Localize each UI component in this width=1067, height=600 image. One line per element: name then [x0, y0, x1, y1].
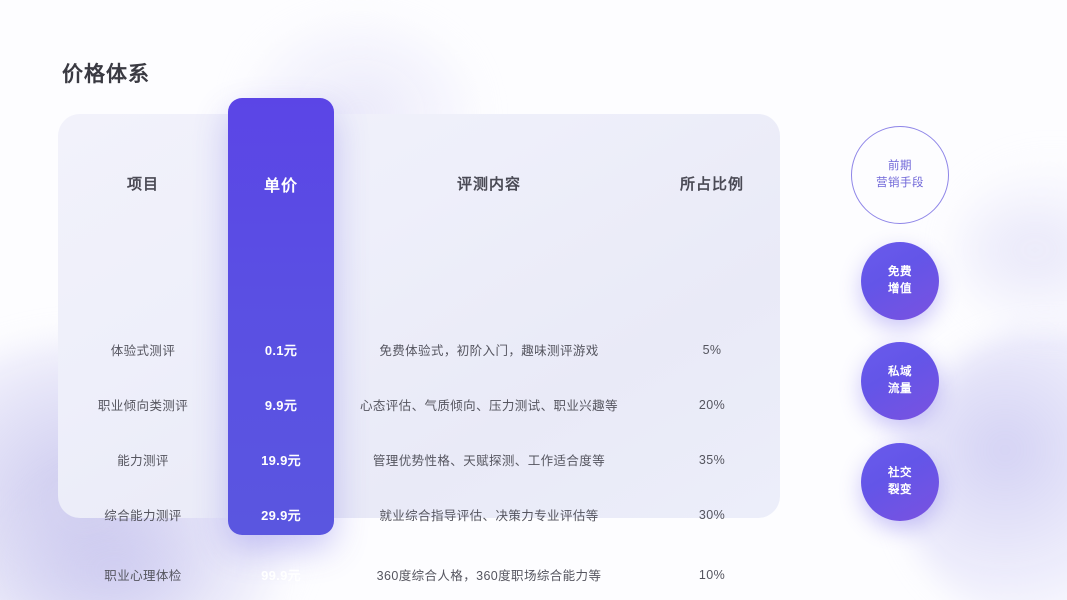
- stage-3-line1: 社交: [888, 467, 912, 480]
- stage-2-line1: 私域: [888, 366, 912, 379]
- stage-1-line1: 免费: [888, 266, 912, 279]
- row-item: 综合能力测评: [104, 509, 182, 523]
- row-content: 360度综合人格，360度职场综合能力等: [376, 569, 602, 583]
- price-column-highlight: [228, 98, 334, 535]
- row-content: 就业综合指导评估、决策力专业评估等: [379, 509, 599, 523]
- row-ratio: 5%: [702, 342, 722, 357]
- table-row: 体验式测评 0.1元 免费体验式，初阶入门，趣味测评游戏 5%: [58, 322, 780, 377]
- page-title: 价格体系: [62, 63, 150, 86]
- row-price: 0.1元: [264, 343, 298, 358]
- row-item: 能力测评: [117, 454, 169, 468]
- row-ratio: 10%: [698, 567, 726, 582]
- header-price: 单价: [263, 177, 298, 195]
- header-item: 项目: [126, 176, 159, 193]
- decor-blob-top-right: [792, 8, 884, 100]
- stage-3-line2: 裂变: [888, 484, 912, 496]
- table-row: 综合能力测评 29.9元 就业综合指导评估、决策力专业评估等 30%: [58, 487, 780, 542]
- row-price: 29.9元: [261, 508, 301, 523]
- stage-circle-free-value-add: 免费 增值: [861, 242, 939, 320]
- row-ratio: 20%: [698, 397, 726, 412]
- stage-circle-outline: 前期 营销手段: [851, 126, 949, 224]
- row-content: 管理优势性格、天赋探测、工作适合度等: [372, 454, 606, 468]
- stage-1-line2: 增值: [888, 283, 912, 295]
- row-content: 心态评估、气质倾向、压力测试、职业兴趣等: [359, 399, 618, 413]
- stage-circle-private-traffic: 私域 流量: [861, 342, 939, 420]
- table-row: 职业倾向类测评 9.9元 心态评估、气质倾向、压力测试、职业兴趣等 20%: [58, 377, 780, 432]
- row-item: 职业倾向类测评: [97, 399, 189, 413]
- header-ratio: 所占比例: [679, 176, 744, 193]
- stage-outline-line1: 前期: [888, 160, 912, 173]
- decor-blob-bottom-right: [955, 165, 1067, 335]
- row-item: 体验式测评: [110, 344, 176, 358]
- table-header-row: 项目 单价 评测内容 所占比例: [58, 156, 780, 211]
- stage-circle-social-fission: 社交 裂变: [861, 443, 939, 521]
- stage-outline-line2: 营销手段: [876, 177, 924, 189]
- pricing-table-panel: [58, 114, 780, 518]
- stage-2-line2: 流量: [888, 383, 912, 395]
- row-content: 免费体验式，初阶入门，趣味测评游戏: [379, 344, 599, 358]
- pricing-table: 项目 单价 评测内容 所占比例 体验式测评 0.1元 免费体验式，初阶入门，趣味…: [58, 114, 780, 583]
- row-price: 19.9元: [261, 453, 301, 468]
- row-price: 99.9元: [261, 568, 301, 583]
- header-content: 评测内容: [456, 176, 521, 193]
- row-price: 9.9元: [264, 398, 298, 413]
- table-row: 能力测评 19.9元 管理优势性格、天赋探测、工作适合度等 35%: [58, 432, 780, 487]
- row-item: 职业心理体检: [104, 569, 182, 583]
- table-row: 职业心理体检 99.9元 360度综合人格，360度职场综合能力等 10%: [58, 547, 780, 600]
- row-ratio: 30%: [698, 507, 726, 522]
- row-ratio: 35%: [698, 452, 726, 467]
